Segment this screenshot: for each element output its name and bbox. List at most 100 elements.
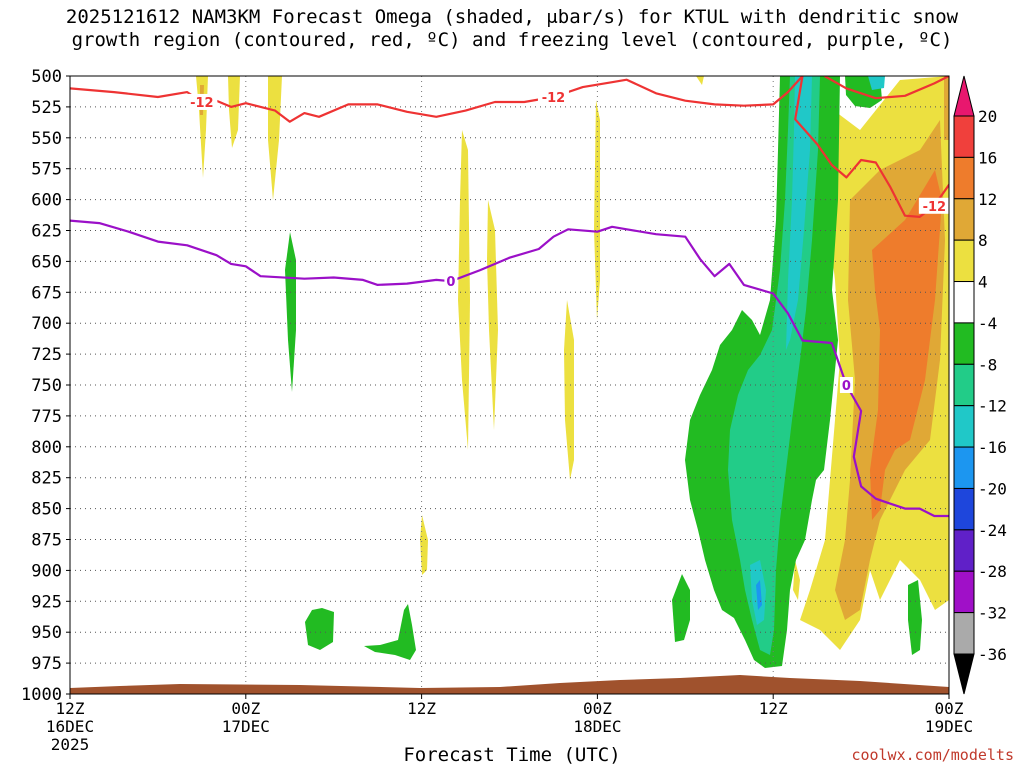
omega-negative-region	[305, 608, 334, 650]
colorbar-bottom-arrow	[953, 653, 975, 695]
chart-title: 2025121612 NAM3KM Forecast Omega (shaded…	[0, 6, 1024, 52]
colorbar-box	[953, 156, 975, 200]
colorbar-top-arrow	[953, 75, 975, 117]
omega-positive-region	[594, 100, 600, 320]
colorbar-label: -12	[978, 397, 1007, 416]
y-tick-label: 650	[31, 252, 62, 272]
colorbar-label: 12	[978, 190, 997, 209]
omega-negative-region	[756, 580, 762, 610]
x-tick-label: 18DEC	[573, 717, 621, 736]
colorbar-box	[953, 239, 975, 283]
contour-label: 0	[446, 275, 455, 290]
omega-positive-region	[487, 200, 498, 430]
x-tick-label: 12Z	[56, 699, 85, 718]
colorbar-label: -32	[978, 604, 1007, 623]
omega-positive-region	[793, 560, 800, 600]
colorbar-box	[953, 529, 975, 572]
contour-label: -12	[542, 91, 566, 106]
colorbar-box	[953, 612, 975, 655]
colorbar-box	[953, 198, 975, 241]
y-tick-label: 850	[31, 500, 62, 520]
colorbar-label: -24	[978, 521, 1007, 540]
y-tick-label: 725	[31, 345, 62, 365]
x-tick-label: 00Z	[231, 699, 260, 718]
y-tick-label: 925	[31, 592, 62, 612]
colorbar-label: -8	[978, 355, 997, 374]
colorbar-box	[953, 446, 975, 489]
y-tick-label: 500	[31, 67, 62, 87]
colorbar-label: 8	[978, 231, 988, 250]
colorbar-label: -4	[978, 314, 997, 333]
omega-shading	[196, 76, 949, 668]
omega-negative-region	[786, 76, 812, 350]
terrain	[70, 675, 949, 694]
y-tick-label: 825	[31, 469, 62, 489]
colorbar-label: -28	[978, 562, 1007, 581]
omega-positive-region	[228, 76, 240, 148]
colorbar-label: -36	[978, 645, 1007, 664]
y-tick-label: 675	[31, 283, 62, 303]
contour-line	[70, 76, 949, 218]
contour-label: 0	[842, 379, 851, 394]
y-tick-label: 575	[31, 160, 62, 180]
omega-positive-region	[420, 515, 428, 575]
colorbar-label: 4	[978, 273, 988, 292]
y-tick-label: 800	[31, 438, 62, 458]
colorbar-label: -20	[978, 479, 1007, 498]
x-tick-label: 00Z	[935, 699, 964, 718]
contour-line	[823, 76, 949, 100]
contour-label: -12	[923, 200, 947, 215]
y-tick-label: 750	[31, 376, 62, 396]
colorbar: 20 16 12 8 4 -4 -8 -12 -16 -20 -24 -28 -32 -36	[953, 75, 1007, 695]
y-tick-label: 875	[31, 531, 62, 551]
colorbar-box	[953, 405, 975, 448]
colorbar-label: 20	[978, 107, 997, 126]
y-tick-label: 1000	[21, 685, 62, 705]
contour-lines	[70, 76, 949, 518]
colorbar-box	[953, 115, 975, 158]
x-tick-label: 12Z	[407, 699, 436, 718]
colorbar-box	[953, 281, 975, 324]
colorbar-box	[953, 363, 975, 407]
colorbar-label: -16	[978, 438, 1007, 457]
y-tick-label: 975	[31, 654, 62, 674]
contour-label-bg	[444, 273, 458, 290]
x-axis-title: Forecast Time (UTC)	[403, 744, 621, 766]
omega-negative-region	[868, 76, 885, 90]
omega-positive-region	[564, 300, 574, 480]
y-tick-label: 600	[31, 191, 62, 211]
contour-label-bg	[918, 197, 950, 214]
colorbar-box	[953, 487, 975, 531]
y-tick-label: 900	[31, 561, 62, 581]
colorbar-label: 16	[978, 148, 997, 167]
x-tick-label: 17DEC	[222, 717, 270, 736]
ground-surface	[70, 675, 949, 694]
contour-labels: -12 -12 -12 0 0	[186, 89, 950, 394]
x-tick-label: 00Z	[583, 699, 612, 718]
omega-positive-region	[870, 170, 942, 520]
x-tick-label: 12Z	[759, 699, 788, 718]
omega-positive-region	[944, 76, 949, 140]
y-axis: 500 525 550 575 600 625 650 675 700 725 750 775 800 8…	[21, 67, 70, 705]
colorbar-box	[953, 570, 975, 614]
x-tick-label: 19DEC	[925, 717, 973, 736]
y-tick-label: 525	[31, 98, 62, 118]
title-line-1: 2025121612 NAM3KM Forecast Omega (shaded…	[65, 6, 959, 28]
title-line-2: growth region (contoured, red, ºC) and f…	[71, 29, 953, 51]
contour-label: -12	[190, 96, 214, 111]
omega-negative-region	[908, 580, 922, 655]
contour-label-bg	[537, 89, 569, 106]
x-tick-label: 2025	[51, 735, 90, 754]
omega-negative-region	[285, 232, 296, 392]
credit-text: coolwx.com/modelts	[851, 746, 1014, 764]
colorbar-box	[953, 322, 975, 365]
y-tick-label: 950	[31, 623, 62, 643]
omega-positive-region	[458, 130, 470, 450]
y-tick-label: 700	[31, 314, 62, 334]
omega-negative-region	[364, 604, 416, 660]
contour-label-bg	[186, 93, 218, 110]
x-tick-label: 16DEC	[46, 717, 94, 736]
y-tick-label: 550	[31, 129, 62, 149]
omega-positive-region	[696, 76, 704, 85]
